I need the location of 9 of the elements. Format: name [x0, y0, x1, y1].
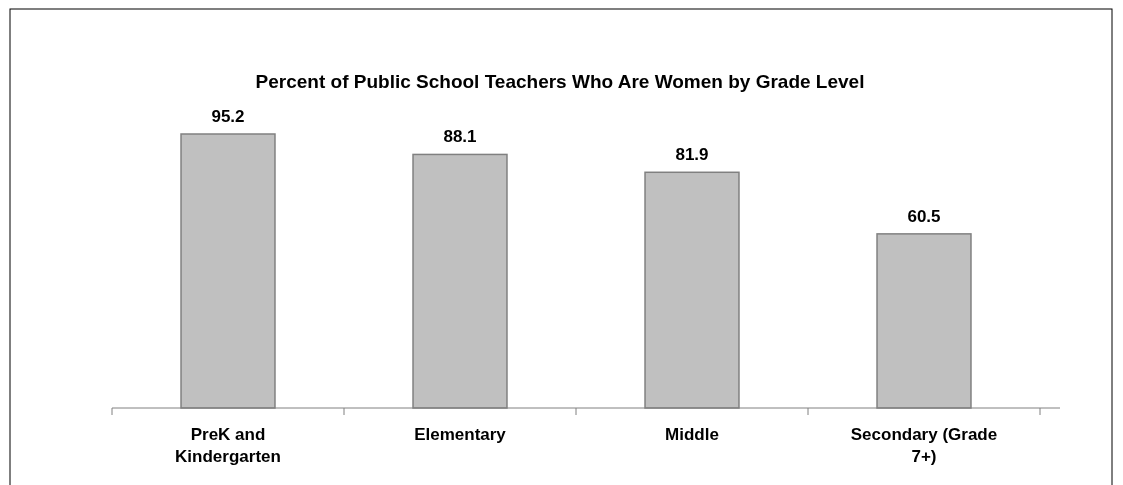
x-tick-label: Elementary: [414, 425, 507, 444]
data-label: 95.2: [211, 107, 245, 126]
data-label: 60.5: [907, 206, 941, 226]
x-tick-label: Middle: [665, 425, 719, 444]
data-label: 81.9: [675, 145, 709, 165]
x-tick-label: PreK and Kindergarten: [175, 425, 281, 466]
chart-title: Percent of Public School Teachers Who Are Women by Grade Level: [255, 71, 865, 92]
data-label: 88.1: [443, 127, 477, 147]
x-tick-label: Secondary (Grade 7+): [850, 425, 998, 466]
